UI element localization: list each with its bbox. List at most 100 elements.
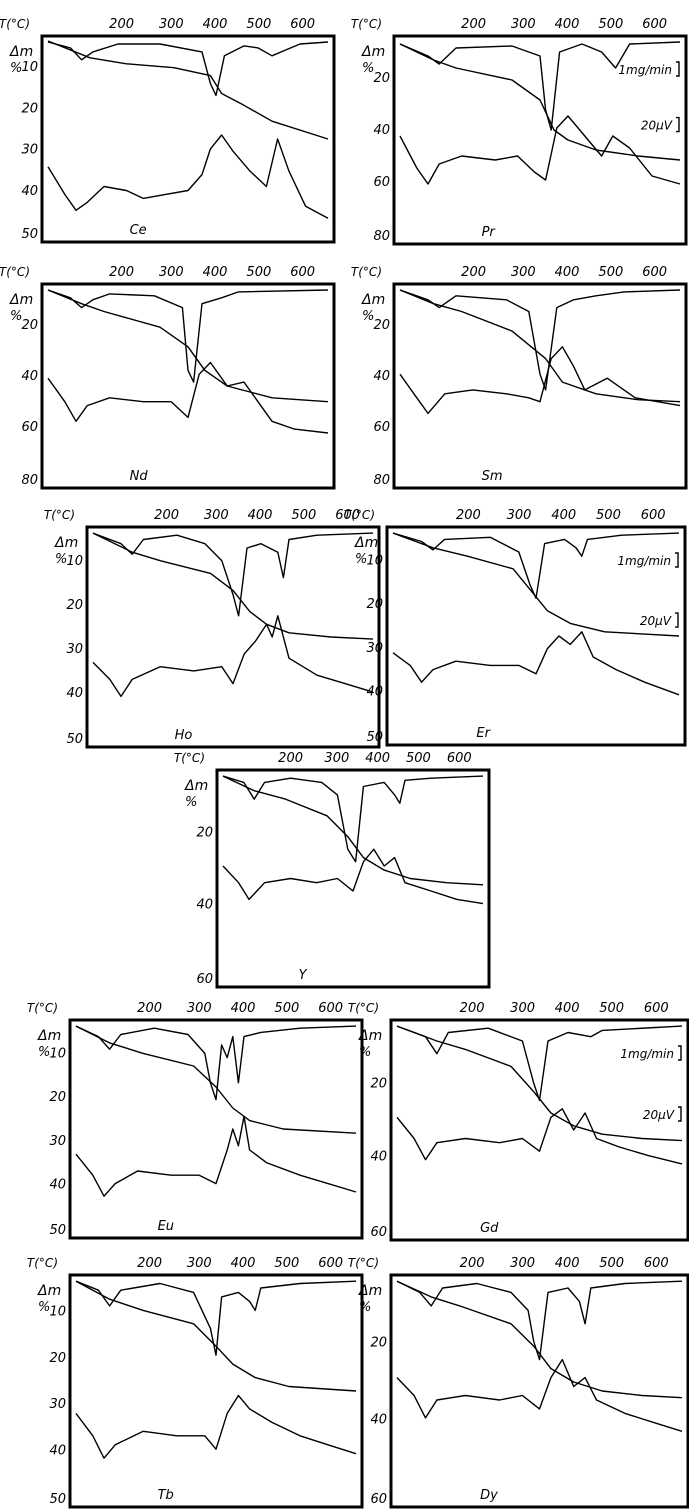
dta-curve xyxy=(392,631,680,696)
x-tick-label: 200 xyxy=(109,17,134,32)
x-tick-label: 500 xyxy=(406,751,431,766)
y-tick-label: 10 xyxy=(21,60,38,75)
x-tick-label: 400 xyxy=(203,265,228,280)
scale-marks: 1mg/min 20µV xyxy=(617,552,679,628)
x-tick-label: 500 xyxy=(596,508,621,523)
dta-curve xyxy=(399,346,681,415)
panel-pr: T(°C) 200 300 400 500 600 Δm%20 40 60 80 Pr 1mg/min… xyxy=(351,17,688,246)
x-tick-label: 200 xyxy=(460,1001,485,1016)
y-tick-label: 30 xyxy=(49,1397,66,1412)
y-axis-label: Δm xyxy=(358,1028,382,1044)
sample-label: Ce xyxy=(130,223,147,238)
y-axis-unit: % xyxy=(359,1300,371,1315)
x-tick-label: 400 xyxy=(248,508,273,523)
y-tick-label: 20 xyxy=(370,1076,387,1091)
tg-curve xyxy=(75,1280,357,1392)
y-tick-label: 40 xyxy=(21,184,38,199)
y-tick-label: 20 xyxy=(366,597,383,612)
y-axis-unit: % xyxy=(10,309,22,324)
y-tick-label: 40 xyxy=(196,898,213,913)
x-tick-label: 200 xyxy=(456,508,481,523)
y-tick-label: 40 xyxy=(370,1150,387,1165)
x-tick-label: 500 xyxy=(274,1001,299,1016)
x-tick-label: 600 xyxy=(642,265,667,280)
x-axis-label: T(°C) xyxy=(174,751,205,765)
x-tick-label: 200 xyxy=(137,1256,162,1271)
sample-label: Gd xyxy=(480,1221,499,1236)
panel-frame xyxy=(392,34,688,246)
scale-mark-voltage: 20µV xyxy=(641,119,673,133)
dta-curve xyxy=(75,1115,357,1197)
panel-gd: T(°C) 200 300 400 500 600 Δm% 20 40 60 Gd 1mg/min 20… xyxy=(348,1001,689,1242)
x-axis-label: T(°C) xyxy=(0,265,30,279)
dta-curve xyxy=(396,1108,683,1165)
x-tick-label: 600 xyxy=(641,508,666,523)
dtg-curve xyxy=(222,775,484,863)
panel-nd: T(°C) 200 300 400 500 600 Δm%20 40 60 80 Nd xyxy=(0,265,336,490)
y-tick-label: 20 xyxy=(21,318,38,333)
scale-marks: 1mg/min 20µV xyxy=(620,1045,682,1122)
tg-curve xyxy=(222,775,484,886)
y-axis-unit: % xyxy=(38,1045,50,1060)
panel-frame xyxy=(85,525,381,749)
x-tick-label: 300 xyxy=(159,265,184,280)
y-tick-label: 60 xyxy=(196,972,213,987)
y-axis-label: Δm xyxy=(37,1283,61,1299)
y-axis-label: Δm xyxy=(37,1028,61,1044)
y-tick-label: 30 xyxy=(366,641,383,656)
y-tick-label: 10 xyxy=(49,1304,66,1319)
x-axis-label: T(°C) xyxy=(27,1256,58,1270)
y-axis-unit: % xyxy=(362,61,374,76)
sample-label: Y xyxy=(299,968,308,983)
panel-dy: T(°C) 200 300 400 500 600 Δm% 20 40 60 Dy xyxy=(348,1256,689,1509)
dta-curve xyxy=(47,361,329,434)
panel-sm: T(°C) 200 300 400 500 600 Δm%20 40 60 80 Sm xyxy=(351,265,688,490)
sample-label: Pr xyxy=(482,225,497,240)
y-tick-label: 30 xyxy=(49,1134,66,1149)
sample-label: Eu xyxy=(158,1219,174,1234)
dtg-curve xyxy=(47,289,329,383)
x-tick-label: 400 xyxy=(555,17,580,32)
x-tick-label: 600 xyxy=(642,17,667,32)
scale-mark-voltage: 20µV xyxy=(640,614,672,628)
tg-curve xyxy=(92,532,374,640)
y-axis-label: Δm xyxy=(9,292,33,308)
tg-curve xyxy=(392,532,680,637)
x-tick-label: 400 xyxy=(365,751,390,766)
x-tick-label: 400 xyxy=(555,1001,580,1016)
y-tick-label: 20 xyxy=(373,318,390,333)
tg-curve xyxy=(399,289,681,403)
x-tick-label: 500 xyxy=(274,1256,299,1271)
panel-ce: T(°C) 200 300 400 500 600 Δm% 10 20 30 40 50 Ce xyxy=(0,17,336,244)
scale-marks: 1mg/min 20µV xyxy=(618,61,680,133)
x-axis-label: T(°C) xyxy=(0,17,30,31)
dtg-curve xyxy=(47,41,329,97)
x-tick-label: 400 xyxy=(203,17,228,32)
y-tick-label: 60 xyxy=(370,1225,387,1240)
panel-frame xyxy=(389,1273,689,1509)
x-tick-label: 200 xyxy=(109,265,134,280)
panel-frame xyxy=(392,282,688,490)
y-tick-label: 20 xyxy=(49,1351,66,1366)
dta-curve xyxy=(75,1394,357,1459)
x-tick-label: 500 xyxy=(598,17,623,32)
y-axis-label: Δm xyxy=(54,535,78,551)
dtg-curve xyxy=(396,1025,683,1102)
panel-frame xyxy=(40,34,336,244)
x-tick-label: 300 xyxy=(510,1001,535,1016)
y-tick-label: 60 xyxy=(373,175,390,190)
x-tick-label: 400 xyxy=(555,1256,580,1271)
panel-frame xyxy=(68,1018,364,1240)
x-tick-label: 500 xyxy=(246,265,271,280)
y-axis-unit: % xyxy=(355,552,367,567)
x-tick-label: 200 xyxy=(154,508,179,523)
x-tick-label: 400 xyxy=(231,1256,256,1271)
y-tick-label: 50 xyxy=(21,227,38,242)
y-axis-unit: % xyxy=(38,1300,50,1315)
y-axis-unit: % xyxy=(55,552,67,567)
x-tick-label: 200 xyxy=(278,751,303,766)
dta-curve xyxy=(92,615,374,698)
y-tick-label: 40 xyxy=(366,684,383,699)
panel-frame xyxy=(385,525,687,747)
sample-label: Nd xyxy=(130,469,149,484)
